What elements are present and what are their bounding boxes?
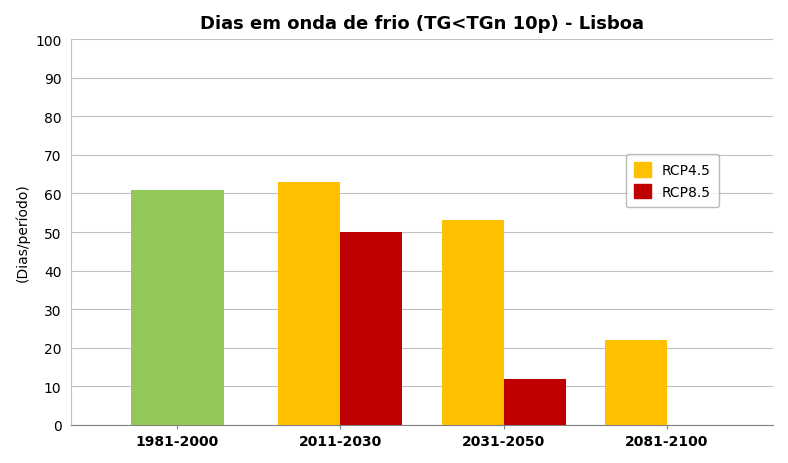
Title: Dias em onda de frio (TG<TGn 10p) - Lisboa: Dias em onda de frio (TG<TGn 10p) - Lisb… (200, 15, 644, 33)
Bar (340, 232, 403, 425)
Y-axis label: (Dias/período): (Dias/período) (15, 183, 29, 282)
Bar (504, 379, 566, 425)
Bar (278, 182, 340, 425)
Bar (605, 340, 667, 425)
Bar (131, 190, 224, 425)
Bar (441, 221, 504, 425)
Legend: RCP4.5, RCP8.5: RCP4.5, RCP8.5 (626, 155, 719, 208)
